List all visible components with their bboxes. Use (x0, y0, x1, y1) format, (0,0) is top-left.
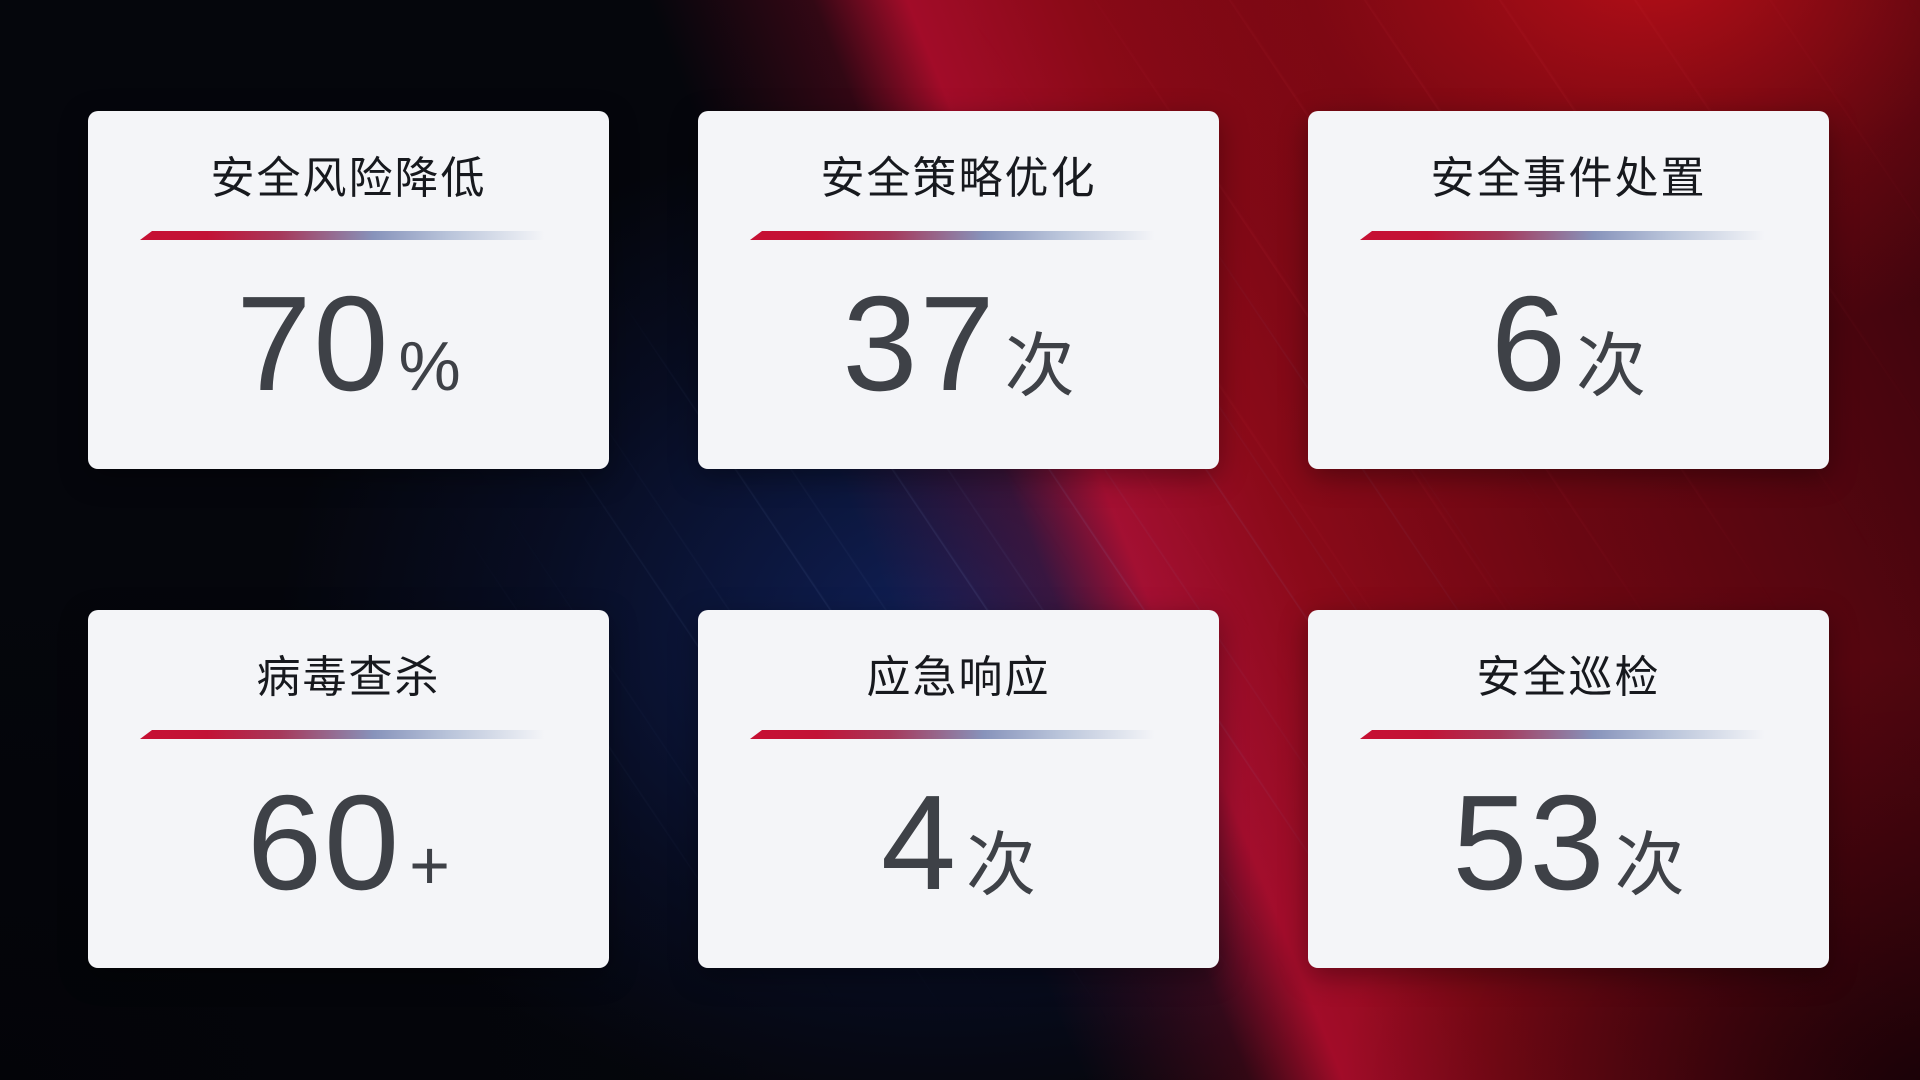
stat-card-incident-handling: 安全事件处置 6 次 (1308, 111, 1829, 469)
stat-card-grid: 安全风险降低 70 % 安全策略优化 37 次 安全事件处置 6 次 病毒查杀 … (88, 111, 1829, 968)
card-unit: % (398, 327, 461, 405)
card-value: 53 (1452, 767, 1607, 918)
card-title: 安全巡检 (1476, 653, 1661, 702)
card-unit: 次 (966, 826, 1037, 904)
stat-card-virus-scan: 病毒查杀 60 + (88, 610, 609, 968)
card-divider (1360, 231, 1777, 240)
card-figure: 37 次 (698, 276, 1219, 411)
card-title: 安全事件处置 (1430, 154, 1707, 203)
card-title: 安全策略优化 (820, 154, 1097, 203)
card-divider (1360, 730, 1777, 739)
card-figure: 4 次 (698, 775, 1219, 910)
card-unit: 次 (1004, 327, 1075, 405)
card-value: 4 (880, 767, 959, 918)
stat-card-risk-reduction: 安全风险降低 70 % (88, 111, 609, 469)
card-unit: 次 (1576, 327, 1647, 405)
card-unit: + (409, 826, 451, 904)
stat-card-security-inspection: 安全巡检 53 次 (1308, 610, 1829, 968)
card-unit: 次 (1614, 826, 1685, 904)
card-value: 70 (236, 268, 391, 419)
card-figure: 60 + (88, 775, 609, 910)
card-figure: 53 次 (1308, 775, 1829, 910)
card-divider (140, 231, 557, 240)
card-figure: 6 次 (1308, 276, 1829, 411)
card-divider (750, 730, 1167, 739)
card-value: 6 (1490, 268, 1569, 419)
card-title: 应急响应 (866, 653, 1051, 702)
card-value: 60 (246, 767, 402, 918)
card-title: 安全风险降低 (210, 154, 487, 203)
card-divider (750, 231, 1167, 240)
card-figure: 70 % (88, 276, 609, 411)
card-divider (140, 730, 557, 739)
card-title: 病毒查杀 (256, 653, 441, 702)
stat-card-emergency-response: 应急响应 4 次 (698, 610, 1219, 968)
stat-card-policy-optimization: 安全策略优化 37 次 (698, 111, 1219, 469)
card-value: 37 (842, 268, 997, 419)
